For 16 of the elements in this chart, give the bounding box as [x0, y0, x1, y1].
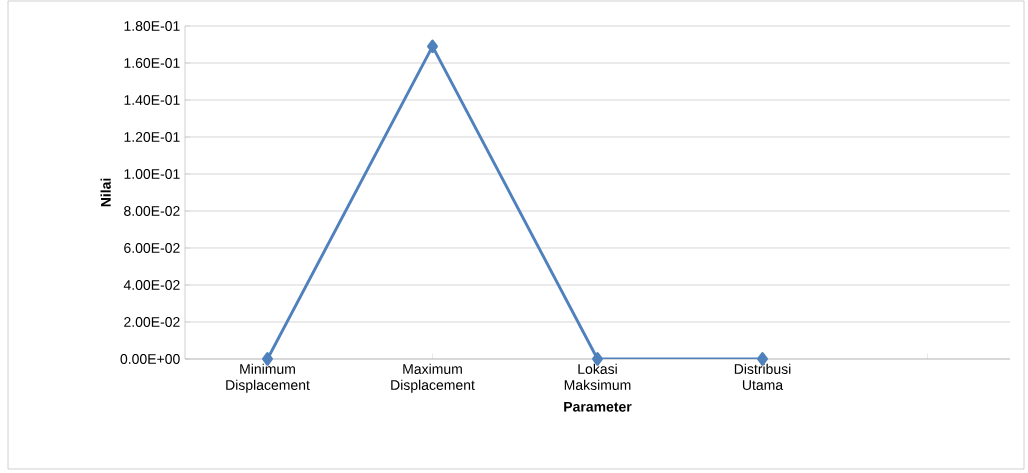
y-tick-label: 1.80E-01	[124, 21, 180, 31]
x-tick-label: Minimum Displacement	[226, 363, 310, 393]
y-tick-label: 1.60E-01	[124, 58, 180, 68]
x-tick-label: Distribusi Utama	[734, 363, 791, 390]
x-tick-label: Lokasi Maksimum	[564, 363, 631, 390]
y-axis-title: Nilai	[100, 178, 111, 207]
y-tick-label: 2.00E-02	[124, 317, 180, 327]
x-tick-label: Maximum Displacement	[391, 363, 475, 393]
y-tick-label: 1.40E-01	[124, 95, 180, 105]
x-axis-title: Parameter	[564, 401, 632, 412]
y-tick-label: 6.00E-02	[124, 243, 180, 253]
y-tick-label: 0.00E+00	[120, 354, 180, 364]
y-tick-label: 1.00E-01	[124, 169, 180, 179]
y-tick-label: 1.20E-01	[124, 132, 180, 142]
y-tick-label: 4.00E-02	[123, 280, 180, 290]
y-tick-label: 8.00E-02	[124, 206, 180, 216]
